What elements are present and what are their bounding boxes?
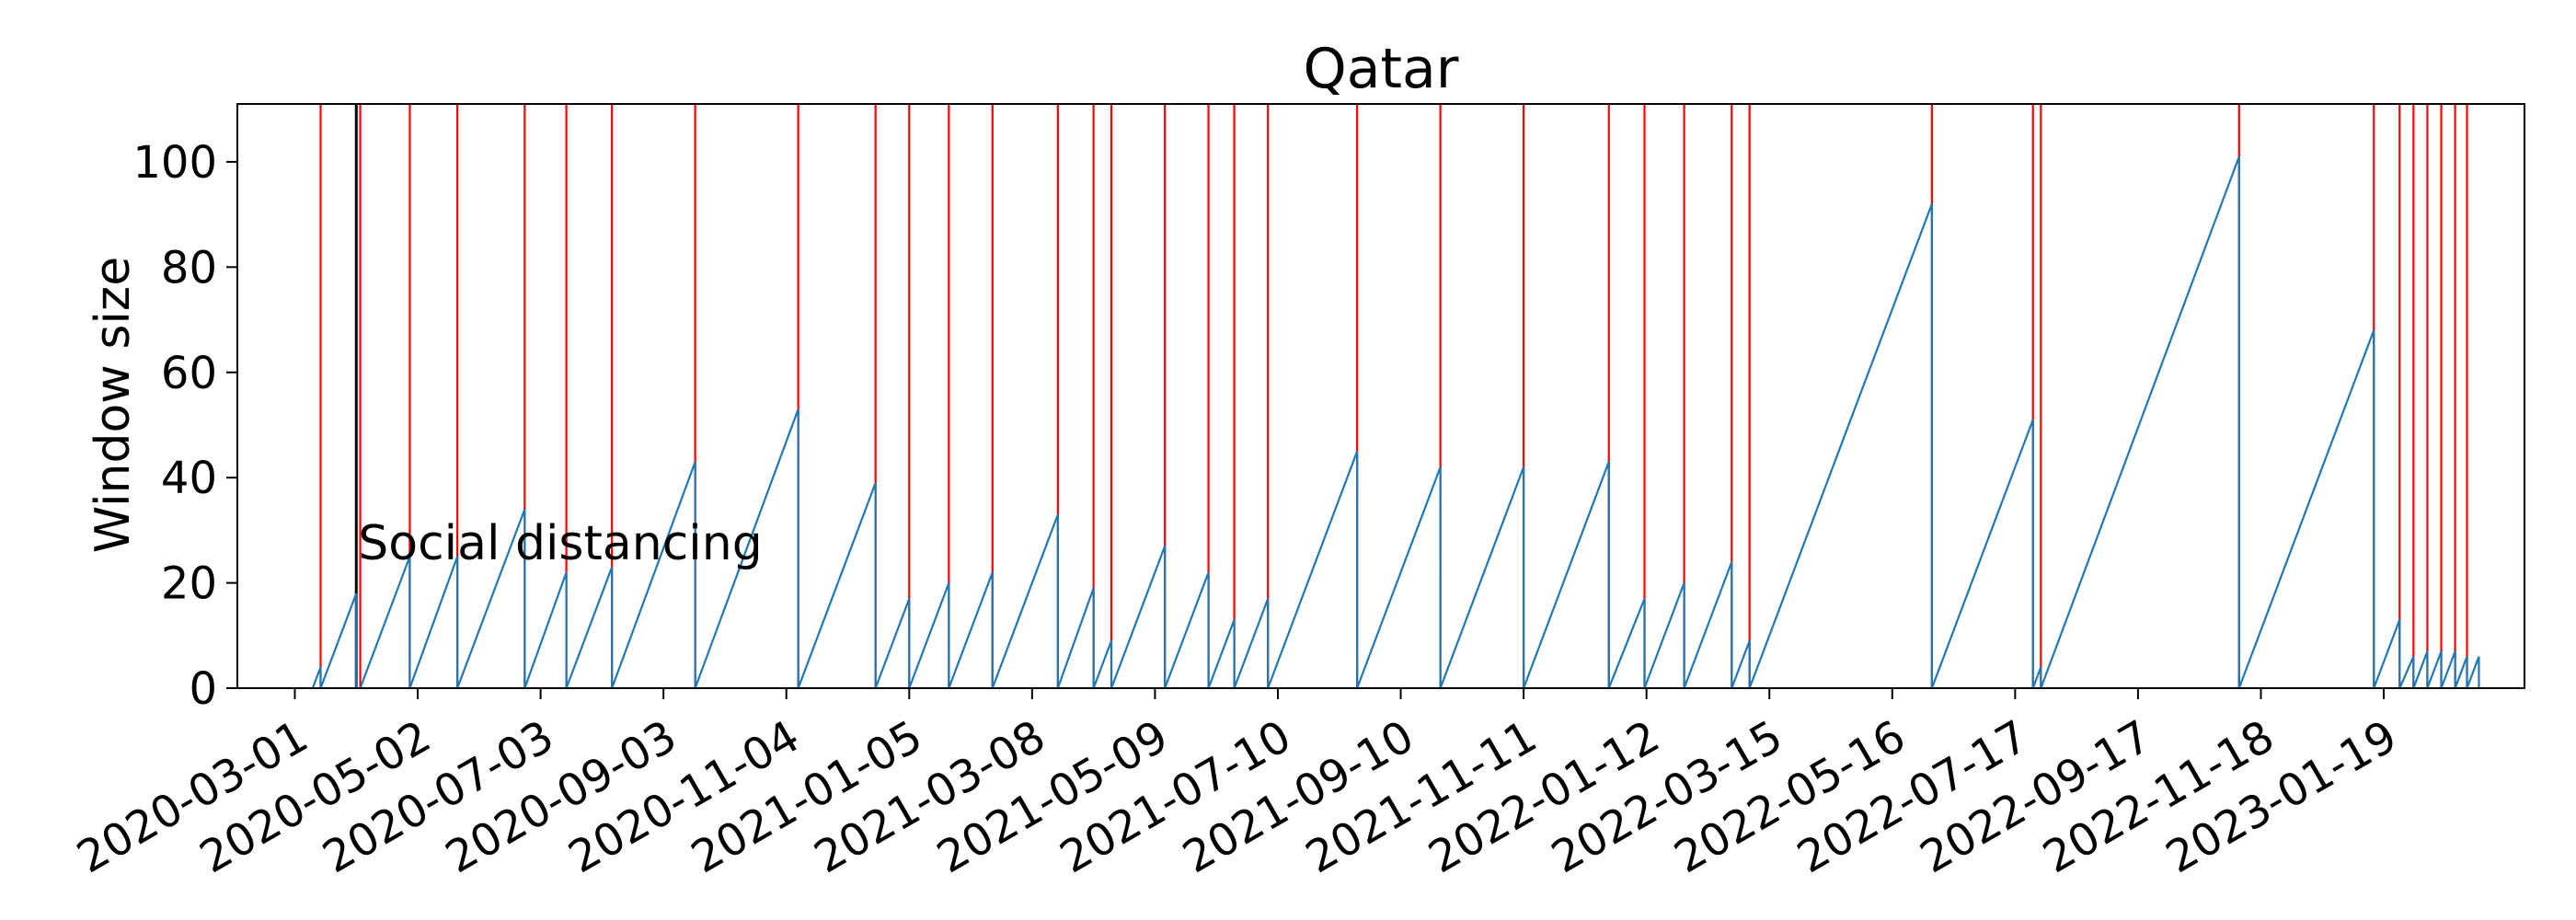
series-segment: [1930, 419, 2034, 689]
series-segment: [908, 582, 950, 689]
plot-frame: [236, 103, 2525, 689]
y-tick-label: 80: [161, 242, 217, 293]
series-segment: [1731, 640, 1751, 689]
series-segment: [948, 571, 994, 689]
series-segment: [2040, 155, 2240, 689]
series-segment: [2440, 650, 2456, 689]
series-segment: [1523, 461, 1610, 689]
y-tick-label: 20: [161, 558, 217, 610]
series-segment: [2466, 656, 2480, 689]
series-segment: [2237, 329, 2375, 689]
axes-group: 0204060801002020-03-012020-05-022020-07-…: [68, 103, 2525, 883]
series-segment: [359, 556, 411, 689]
y-tick-label: 0: [189, 663, 217, 715]
series-segment: [2031, 666, 2042, 689]
series-segment: [1439, 466, 1525, 689]
series-segment: [1164, 571, 1210, 689]
series-segment: [1267, 451, 1359, 689]
series-segment: [991, 513, 1059, 689]
series-segment: [874, 598, 911, 689]
series-segment: [408, 556, 459, 689]
series-group: [311, 155, 2480, 689]
series-segment: [1092, 640, 1113, 689]
series-segment: [319, 592, 358, 689]
event-lines-group: [319, 104, 2468, 688]
series-segment: [1683, 561, 1733, 689]
series-segment: [1110, 546, 1167, 689]
series-segment: [1643, 582, 1685, 689]
series-segment: [1233, 598, 1270, 689]
series-segment: [694, 408, 799, 689]
series-segment: [1748, 203, 1933, 689]
series-segment: [797, 482, 877, 689]
series-segment: [2398, 656, 2415, 689]
y-tick-label: 100: [132, 137, 217, 189]
series-segment: [1356, 466, 1442, 689]
series-segment: [2426, 650, 2443, 689]
chart-title: Qatar: [1304, 37, 1459, 101]
series-segment: [1056, 587, 1095, 689]
series-segment: [2373, 619, 2401, 689]
series-segment: [1207, 619, 1236, 689]
y-tick-label: 60: [161, 348, 217, 399]
text-group: Qatar Window size Social distancing: [86, 37, 1459, 571]
series-segment: [456, 509, 526, 689]
series-segment: [311, 666, 322, 689]
series-segment: [2454, 656, 2468, 689]
series-segment: [523, 571, 568, 689]
series-segment: [565, 567, 614, 689]
y-tick-label: 40: [161, 453, 217, 504]
series-segment: [611, 461, 696, 689]
annotation-label: Social distancing: [358, 516, 762, 571]
series-segment: [1607, 598, 1646, 689]
series-segment: [2412, 650, 2429, 689]
y-axis-label: Window size: [86, 257, 141, 553]
